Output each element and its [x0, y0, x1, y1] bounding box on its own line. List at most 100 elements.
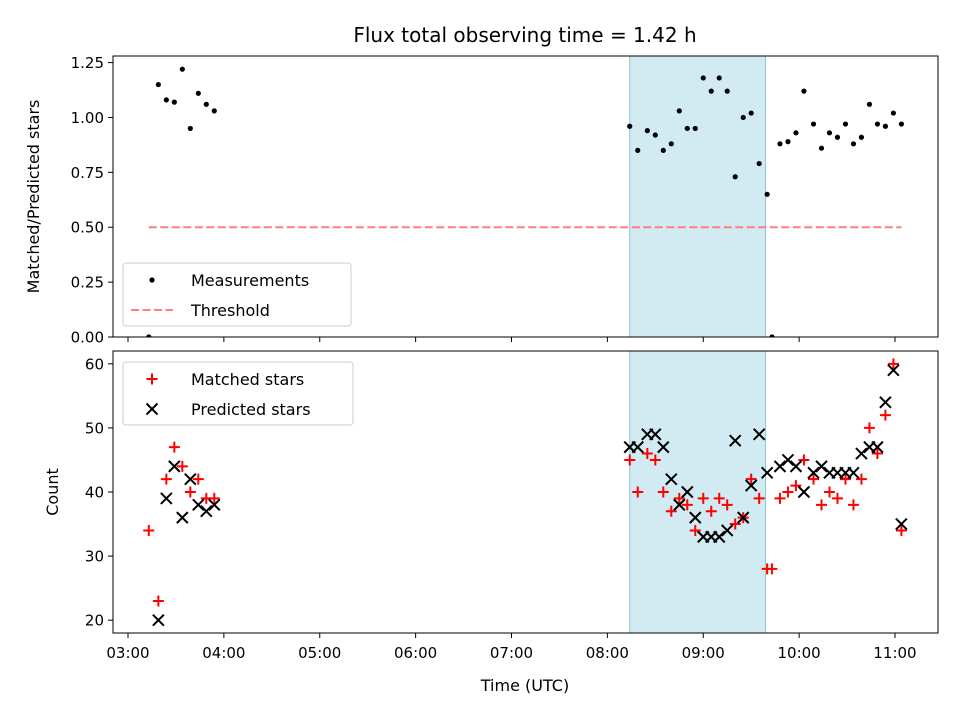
data-point [748, 110, 754, 116]
data-point [176, 460, 188, 472]
top-y-axis-label: Matched/Predicted stars [24, 100, 43, 294]
x-tick-label: 11:00 [873, 644, 916, 662]
data-point [801, 88, 807, 94]
data-point [152, 595, 164, 607]
x-tick-label: 09:00 [682, 644, 725, 662]
data-point [713, 492, 725, 504]
data-point [635, 147, 641, 153]
data-point [769, 334, 775, 337]
data-point [627, 123, 633, 129]
y-tick-label: 40 [85, 484, 104, 502]
bottom-legend: Matched stars Predicted stars [122, 361, 354, 426]
data-point [713, 530, 726, 544]
data-point [716, 75, 722, 81]
data-point [774, 492, 786, 504]
legend-marker [145, 402, 159, 416]
legend-label: Predicted stars [191, 400, 311, 419]
data-point [744, 479, 758, 492]
data-point [839, 473, 851, 485]
top-panel-frame [112, 55, 939, 338]
data-point [160, 473, 172, 485]
data-point [766, 563, 778, 575]
data-point [882, 123, 889, 129]
y-tick-label: 1.25 [71, 54, 104, 72]
data-point [681, 499, 693, 511]
data-point [818, 145, 825, 151]
data-point [179, 66, 185, 72]
data-point [624, 454, 636, 466]
data-point [641, 448, 653, 460]
data-point [689, 524, 701, 536]
data-point [871, 440, 884, 454]
data-point [632, 486, 644, 498]
x-tick-label: 07:00 [490, 644, 533, 662]
x-axis-label: Time (UTC) [480, 676, 569, 695]
data-point [810, 121, 817, 127]
data-point [146, 334, 152, 337]
data-point [657, 440, 670, 454]
y-tick-label: 60 [85, 355, 104, 373]
data-point [834, 134, 841, 140]
data-point [855, 447, 868, 460]
legend-label: Threshold [190, 301, 270, 320]
data-point [692, 125, 698, 132]
y-tick-label: 0.50 [71, 219, 104, 237]
data-point [697, 492, 709, 504]
data-point [631, 440, 644, 454]
data-point [184, 486, 196, 498]
data-point [673, 498, 686, 512]
data-point [649, 454, 661, 466]
data-point [652, 132, 658, 138]
bottom-panel: 20 30 40 50 60 03:00 04:00 05:00 06:00 07:00 08:0… [43, 350, 939, 662]
data-point [160, 492, 173, 505]
data-point [163, 97, 169, 103]
data-point [895, 517, 908, 531]
data-point [665, 505, 677, 517]
highlight-band-bottom [629, 350, 767, 634]
data-point [740, 114, 746, 121]
data-point [152, 613, 165, 627]
data-point [187, 125, 193, 132]
data-point [866, 101, 873, 107]
data-point [657, 486, 669, 498]
data-point [863, 422, 875, 434]
y-tick-label: 20 [85, 612, 104, 630]
data-point [895, 524, 907, 536]
data-point [736, 511, 750, 524]
data-point [831, 492, 843, 504]
data-point [689, 511, 702, 524]
data-point [665, 472, 678, 486]
data-point [871, 448, 883, 460]
data-point [644, 128, 650, 134]
legend-label: Measurements [191, 271, 309, 290]
data-point [777, 141, 783, 147]
x-tick-label: 06:00 [394, 644, 437, 662]
data-point [203, 101, 209, 107]
data-point [681, 485, 694, 499]
legend-box [122, 361, 354, 426]
data-point [708, 88, 714, 94]
y-tick-label: 50 [85, 419, 104, 437]
data-point [756, 160, 762, 167]
data-point [898, 121, 904, 127]
top-legend: Measurements Threshold [122, 262, 352, 327]
data-point [168, 441, 180, 453]
data-point [847, 466, 860, 479]
data-point [700, 75, 706, 81]
data-point [660, 147, 666, 153]
data-point [847, 499, 859, 511]
data-point [676, 108, 682, 114]
data-point [752, 428, 766, 441]
data-point [781, 453, 795, 467]
data-point [705, 505, 717, 517]
x-tick-label: 08:00 [586, 644, 629, 662]
data-point [208, 498, 221, 512]
data-point [673, 492, 685, 504]
data-point [176, 511, 189, 524]
data-point [192, 498, 205, 512]
data-point [729, 518, 741, 530]
legend-box [122, 262, 352, 327]
data-point [724, 88, 730, 94]
data-point [192, 473, 204, 485]
